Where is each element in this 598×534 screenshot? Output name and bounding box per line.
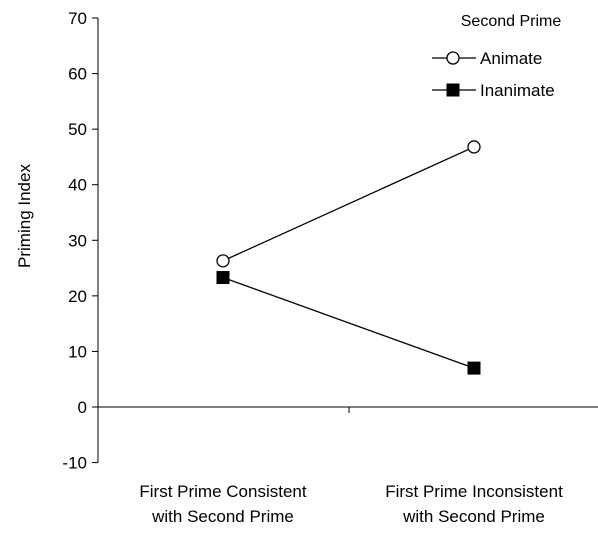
series-line-inanimate (222, 276, 475, 369)
y-tick-label: 40 (68, 176, 87, 195)
legend-marker-animate (446, 51, 460, 65)
y-tick-label: 30 (68, 231, 87, 250)
y-axis-title: Priming Index (15, 164, 34, 268)
series-inanimate (216, 271, 481, 375)
y-tick-label: 50 (68, 120, 87, 139)
series-layer (216, 140, 481, 375)
y-tick-label: 10 (68, 342, 87, 361)
legend-label: Animate (480, 49, 542, 68)
y-tick-label: 70 (68, 9, 87, 28)
legend: Second Prime Animate Inanimate (432, 13, 561, 100)
data-point-animate (467, 140, 481, 154)
y-tick-label: -10 (62, 454, 87, 473)
legend-marker-inanimate (446, 83, 460, 97)
x-category-label-line: with Second Prime (402, 507, 545, 526)
x-category-label: First Prime Consistent with Second Prime (139, 482, 306, 526)
series-animate (216, 140, 481, 268)
y-axis: -10 0 10 20 30 40 50 60 70 (62, 9, 99, 473)
data-point-inanimate (216, 271, 230, 285)
legend-title: Second Prime (461, 13, 562, 30)
data-point-inanimate (467, 361, 481, 375)
y-tick-label: 0 (78, 398, 87, 417)
legend-item-inanimate: Inanimate (432, 81, 555, 100)
y-tick-label: 60 (68, 65, 87, 84)
x-category-label-line: First Prime Inconsistent (385, 482, 563, 501)
x-category-label-line: First Prime Consistent (139, 482, 306, 501)
legend-item-animate: Animate (432, 49, 542, 68)
y-tick-label: 20 (68, 287, 87, 306)
x-category-label-line: with Second Prime (151, 507, 294, 526)
series-line-animate (222, 146, 475, 262)
x-axis: First Prime Consistent with Second PrimeF… (98, 406, 598, 526)
data-point-animate (216, 254, 230, 268)
legend-label: Inanimate (480, 81, 555, 100)
x-category-label: First Prime Inconsistent with Second Prim… (385, 482, 563, 526)
